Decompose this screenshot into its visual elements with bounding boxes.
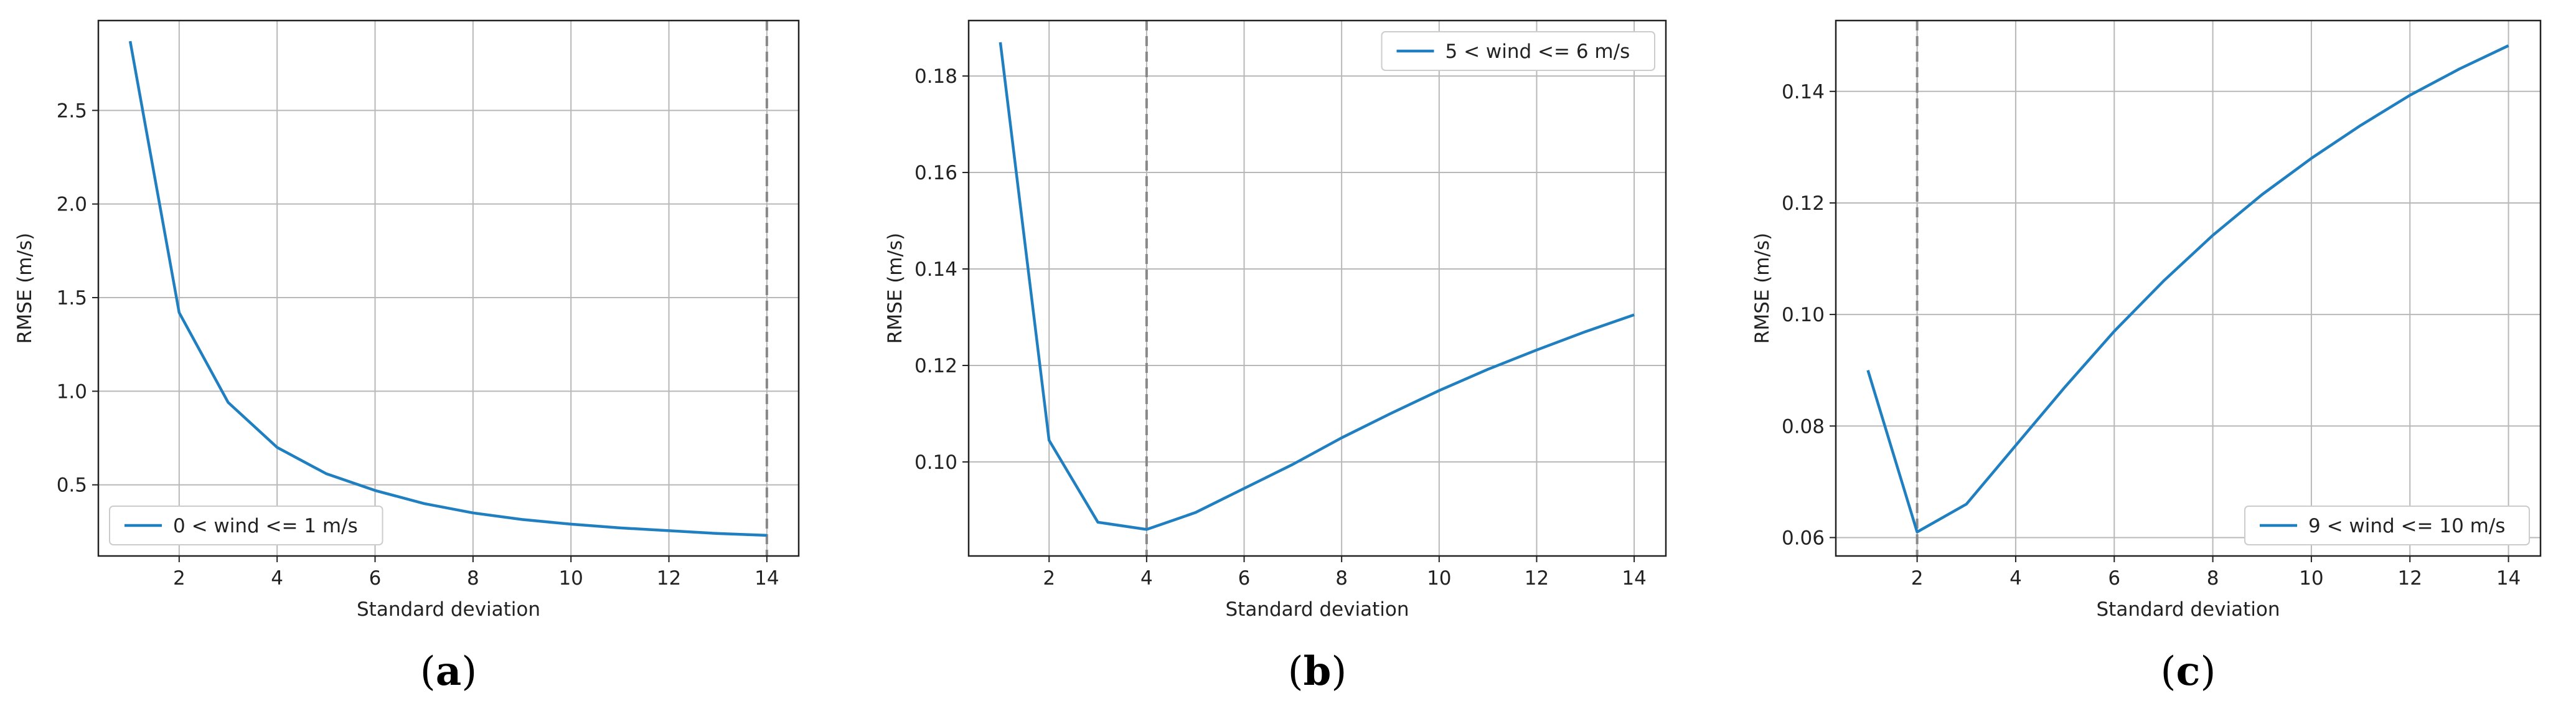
panel-b: 2 4 6 8 10 12 14 0.10 0.12 0.14 0.16 0.18 5 < wind …	[884, 19, 1667, 695]
ticks: 2 4 6 8 10 12 14 0.10 0.12 0.14 0.16 0.18	[914, 65, 1647, 590]
legend: 0 < wind <= 1 m/s	[109, 506, 383, 545]
panel-c: 2 4 6 8 10 12 14 0.06 0.08 0.10 0.12 0.14 9 < wind …	[1751, 19, 2542, 695]
y-tick-label: 1.5	[57, 287, 87, 309]
y-tick-label: 1.0	[57, 380, 87, 403]
plot-frame	[1835, 19, 2542, 557]
y-tick-label: 0.18	[914, 65, 957, 88]
panel-caption-letter: a	[436, 648, 461, 695]
x-axis-label: Standard deviation	[357, 598, 540, 621]
x-axis-label: Standard deviation	[2097, 598, 2280, 621]
grid	[969, 21, 1666, 556]
x-tick-label: 14	[754, 567, 779, 590]
ticks: 2 4 6 8 10 12 14 0.5 1.0 1.5 2.0 2.5	[57, 100, 779, 590]
x-axis-label: Standard deviation	[1226, 598, 1409, 621]
x-tick-label: 2	[1043, 567, 1055, 590]
y-tick-label: 0.14	[914, 258, 957, 281]
plot-frame	[967, 19, 1667, 557]
x-tick-label: 12	[1525, 567, 1549, 590]
series-line	[1866, 44, 2509, 534]
y-tick-label: 0.06	[1782, 527, 1825, 549]
panel-caption: (b)	[1288, 648, 1347, 695]
panel-caption-letter: b	[1304, 648, 1332, 695]
legend-box	[2244, 506, 2530, 545]
legend: 9 < wind <= 10 m/s	[2244, 506, 2530, 545]
x-tick-label: 14	[2496, 567, 2521, 590]
series-line	[128, 40, 767, 537]
panel-caption-letter: c	[2176, 648, 2201, 695]
y-tick-label: 2.0	[57, 194, 87, 216]
legend-box	[109, 506, 383, 545]
x-tick-label: 6	[369, 567, 382, 590]
y-tick-label: 0.10	[1782, 304, 1825, 326]
x-tick-label: 4	[271, 567, 283, 590]
ticks: 2 4 6 8 10 12 14 0.06 0.08 0.10 0.12 0.14	[1782, 81, 2521, 590]
y-tick-label: 0.5	[57, 474, 87, 497]
x-tick-label: 6	[2108, 567, 2120, 590]
x-tick-label: 6	[1238, 567, 1251, 590]
x-tick-label: 10	[558, 567, 583, 590]
x-tick-label: 2	[173, 567, 186, 590]
y-tick-label: 0.14	[1782, 81, 1825, 103]
y-tick-label: 0.12	[1782, 192, 1825, 215]
x-tick-label: 10	[2299, 567, 2323, 590]
y-axis-label: RMSE (m/s)	[14, 233, 36, 344]
x-tick-label: 12	[2397, 567, 2422, 590]
y-tick-label: 0.16	[914, 162, 957, 184]
plot-frame	[97, 19, 800, 557]
x-tick-label: 4	[2010, 567, 2022, 590]
x-tick-label: 10	[1427, 567, 1451, 590]
panel-caption: (a)	[420, 648, 477, 695]
x-tick-label: 8	[1335, 567, 1348, 590]
y-axis-label: RMSE (m/s)	[884, 233, 906, 344]
y-tick-label: 0.12	[914, 355, 957, 377]
legend-label: 5 < wind <= 6 m/s	[1445, 40, 1630, 63]
x-tick-label: 8	[467, 567, 479, 590]
grid	[1836, 21, 2541, 556]
x-tick-label: 14	[1622, 567, 1646, 590]
panel-a: 2 4 6 8 10 12 14 0.5 1.0 1.5 2.0 2.5 0 < wind <= 1 …	[14, 19, 800, 695]
legend-label: 0 < wind <= 1 m/s	[173, 515, 358, 537]
legend-label: 9 < wind <= 10 m/s	[2308, 515, 2505, 537]
y-tick-label: 0.08	[1782, 415, 1825, 438]
y-axis-label: RMSE (m/s)	[1751, 233, 1774, 344]
x-tick-label: 12	[657, 567, 681, 590]
y-tick-label: 2.5	[57, 100, 87, 122]
x-tick-label: 8	[2207, 567, 2219, 590]
panel-caption: (c)	[2161, 648, 2216, 695]
grid	[98, 21, 799, 556]
legend: 5 < wind <= 6 m/s	[1381, 31, 1655, 71]
legend-box	[1381, 31, 1655, 71]
x-tick-label: 2	[1911, 567, 1924, 590]
series-line	[999, 42, 1635, 531]
y-tick-label: 0.10	[914, 451, 957, 474]
x-tick-label: 4	[1140, 567, 1153, 590]
